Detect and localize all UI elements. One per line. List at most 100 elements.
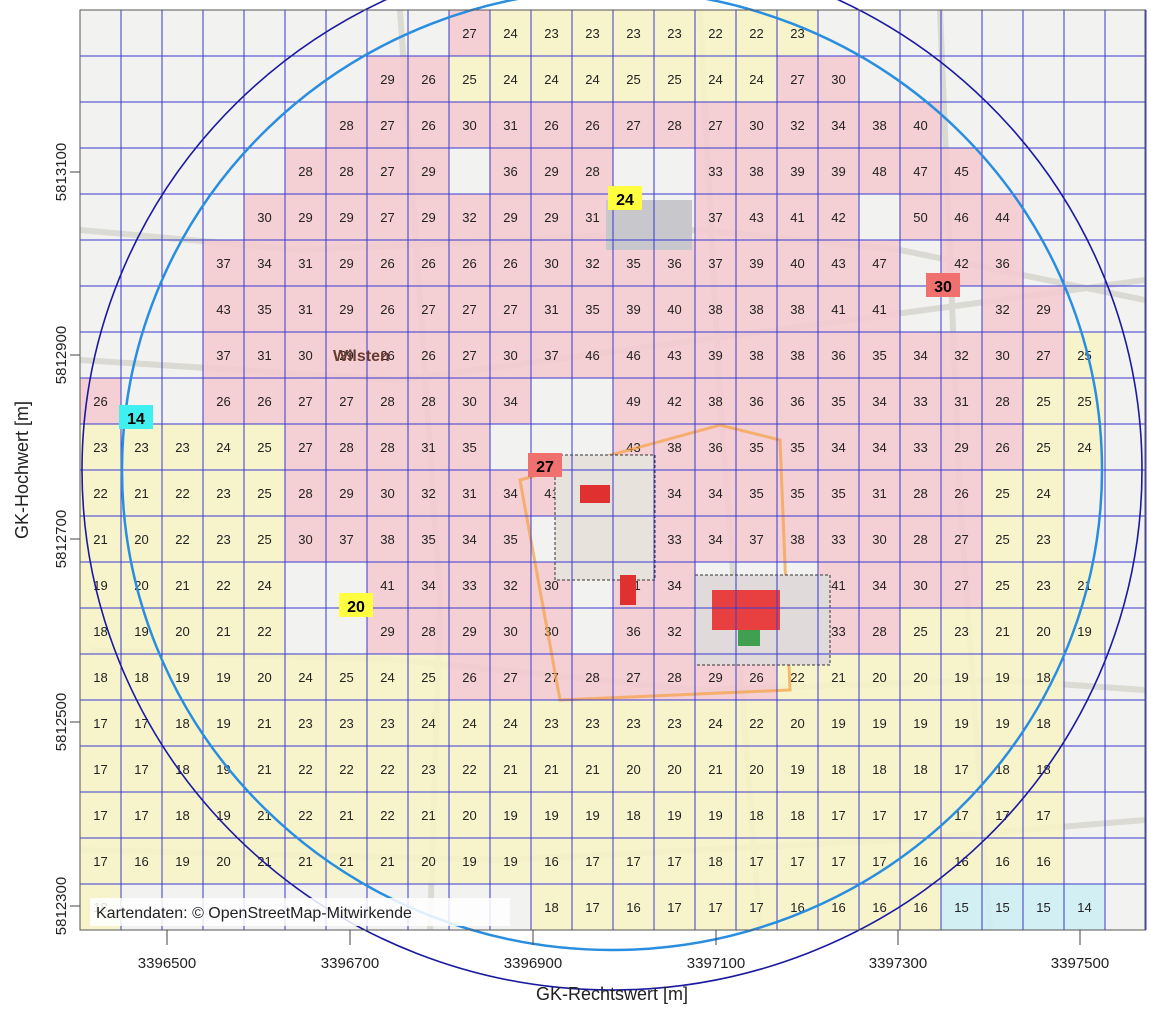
grid-cell-value: 21 [831, 670, 845, 685]
grid-cell [326, 470, 367, 516]
grid-cell [900, 332, 941, 378]
grid-cell-value: 27 [298, 394, 312, 409]
grid-cell-value: 18 [626, 808, 640, 823]
grid-cell-value: 24 [585, 72, 599, 87]
grid-cell-value: 20 [462, 808, 476, 823]
grid-cell-value: 41 [872, 302, 886, 317]
grid-cell [736, 102, 777, 148]
grid-cell [818, 378, 859, 424]
grid-cell [367, 792, 408, 838]
grid-cell-value: 35 [749, 440, 763, 455]
grid-cell-value: 37 [749, 532, 763, 547]
grid-cell-value: 30 [503, 624, 517, 639]
grid-cell [1023, 378, 1064, 424]
grid-cell [326, 194, 367, 240]
grid-cell [777, 240, 818, 286]
grid-cell [736, 884, 777, 930]
grid-cell [326, 424, 367, 470]
grid-cell-value: 24 [749, 72, 763, 87]
grid-cell-value: 21 [503, 762, 517, 777]
grid-cell-value: 21 [298, 854, 312, 869]
grid-cell-value: 49 [626, 394, 640, 409]
grid-cell [367, 286, 408, 332]
grid-cell-value: 23 [93, 440, 107, 455]
grid-cell-value: 35 [257, 302, 271, 317]
grid-cell [695, 10, 736, 56]
grid-cell [244, 792, 285, 838]
grid-cell [900, 700, 941, 746]
grid-cell-value: 27 [626, 670, 640, 685]
grid-cell-value: 25 [462, 72, 476, 87]
grid-cell-value: 28 [585, 164, 599, 179]
grid-cell-value: 27 [503, 670, 517, 685]
grid-cell-value: 40 [790, 256, 804, 271]
grid-cell-value: 26 [421, 348, 435, 363]
grid-cell-value: 26 [421, 72, 435, 87]
grid-cell [613, 746, 654, 792]
grid-cell-value: 16 [913, 900, 927, 915]
grid-cell-value: 18 [872, 762, 886, 777]
grid-cell [326, 148, 367, 194]
grid-cell-value: 22 [749, 26, 763, 41]
grid-cell [1023, 562, 1064, 608]
grid-cell [244, 286, 285, 332]
grid-cell-value: 20 [790, 716, 804, 731]
grid-cell [613, 10, 654, 56]
grid-cell-value: 26 [93, 394, 107, 409]
grid-cell-value: 26 [585, 118, 599, 133]
grid-cell-value: 26 [462, 670, 476, 685]
grid-cell-value: 20 [913, 670, 927, 685]
grid-cell-value: 31 [872, 486, 886, 501]
grid-cell [367, 102, 408, 148]
grid-cell-value: 38 [790, 532, 804, 547]
grid-cell [449, 516, 490, 562]
grid-cell-value: 16 [544, 854, 558, 869]
grid-cell [203, 516, 244, 562]
grid-cell [1064, 424, 1105, 470]
grid-cell-value: 39 [831, 164, 845, 179]
grid-cell-value: 22 [93, 486, 107, 501]
grid-cell [818, 700, 859, 746]
grid-cell [531, 10, 572, 56]
grid-cell-value: 28 [339, 440, 353, 455]
grid-cell-value: 38 [790, 302, 804, 317]
grid-cell-value: 28 [913, 486, 927, 501]
grid-cell [531, 148, 572, 194]
grid-cell [818, 516, 859, 562]
grid-cell [695, 194, 736, 240]
grid-cell-value: 23 [175, 440, 189, 455]
grid-cell [859, 746, 900, 792]
grid-cell-value: 31 [421, 440, 435, 455]
grid-cell [818, 102, 859, 148]
grid-cell-value: 22 [790, 670, 804, 685]
grid-cell-value: 31 [954, 394, 968, 409]
grid-cell-value: 35 [790, 486, 804, 501]
grid-cell-value: 18 [790, 808, 804, 823]
grid-cell [531, 286, 572, 332]
grid-cell [818, 746, 859, 792]
grid-cell-value: 19 [954, 670, 968, 685]
grid-cell-value: 17 [626, 854, 640, 869]
grid-cell-value: 15 [1036, 900, 1050, 915]
grid-cell [490, 746, 531, 792]
grid-cell [654, 424, 695, 470]
grid-cell [695, 792, 736, 838]
grid-cell-value: 26 [995, 440, 1009, 455]
grid-cell-value: 34 [667, 578, 681, 593]
grid-cell [449, 746, 490, 792]
grid-cell-value: 31 [503, 118, 517, 133]
grid-cell [654, 562, 695, 608]
grid-cell-value: 39 [626, 302, 640, 317]
grid-cell [285, 194, 326, 240]
grid-cell [982, 470, 1023, 516]
grid-cell [941, 148, 982, 194]
grid-cell [613, 792, 654, 838]
grid-cell-value: 31 [257, 348, 271, 363]
grid-cell-value: 44 [995, 210, 1009, 225]
grid-cell [982, 608, 1023, 654]
grid-cell [326, 792, 367, 838]
grid-cell-value: 33 [913, 394, 927, 409]
grid-cell-value: 32 [790, 118, 804, 133]
grid-cell [449, 194, 490, 240]
grid-cell [285, 700, 326, 746]
